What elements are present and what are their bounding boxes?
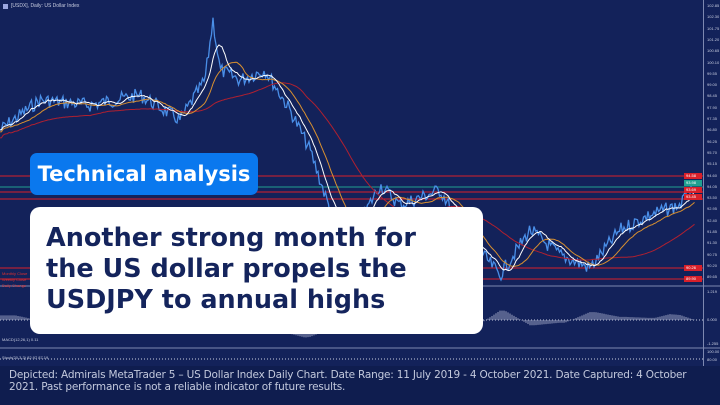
price-tick-label: 96.25 bbox=[707, 138, 718, 144]
price-tick-label: 95.70 bbox=[707, 149, 718, 155]
chart-icon bbox=[3, 3, 8, 9]
price-axis[interactable]: 1.219 0.000 -1.255 100.00 80.00 102.85 10… bbox=[703, 0, 720, 366]
price-tick-label: 101.20 bbox=[707, 36, 720, 42]
price-level-label: 93.98 bbox=[684, 180, 702, 186]
price-tick-label: 101.75 bbox=[707, 25, 720, 31]
price-tick-label: 97.90 bbox=[707, 104, 718, 110]
price-tick-label: 94.05 bbox=[707, 183, 718, 189]
price-level-label: 89.90 bbox=[684, 276, 702, 282]
price-tick-label: 100.65 bbox=[707, 48, 720, 54]
legend-monthly-close: Monthly Close bbox=[2, 271, 28, 276]
headline-line-1: Another strong month for bbox=[46, 223, 416, 253]
price-tick-label: 99.55 bbox=[707, 70, 718, 76]
stochastic-label: Stoch(20,3,3) 82.97 87.19 bbox=[2, 355, 49, 360]
price-level-label: 94.58 bbox=[684, 173, 702, 179]
legend-weekly-close: Weekly Close bbox=[2, 277, 27, 282]
chart-window-title: [USDX], Daily: US Dollar Index bbox=[3, 3, 79, 9]
stoch-mid-label: 80.00 bbox=[707, 357, 718, 362]
price-tick-label: 93.50 bbox=[707, 195, 718, 201]
price-tick-label: 102.30 bbox=[707, 14, 720, 20]
price-tick-label: 98.45 bbox=[707, 93, 718, 99]
stoch-top-label: 100.00 bbox=[707, 349, 720, 354]
price-tick-label: 90.20 bbox=[707, 262, 718, 268]
chart-title: [USDX], Daily: US Dollar Index bbox=[11, 3, 80, 9]
price-tick-label: 91.85 bbox=[707, 229, 718, 234]
price-tick-label: 96.80 bbox=[707, 127, 718, 133]
macd-zero-label: 0.000 bbox=[707, 317, 718, 322]
price-tick-label: 100.10 bbox=[707, 59, 720, 65]
headline-line-2: the US dollar propels the bbox=[46, 254, 407, 284]
headline-card: Another strong month for the US dollar p… bbox=[30, 207, 483, 334]
macd-bottom-label: -1.255 bbox=[707, 341, 719, 346]
macd-top-label: 1.219 bbox=[707, 289, 718, 294]
macd-label: MACD(12,26,1) 0.11 bbox=[2, 337, 39, 342]
price-tick-label: 99.00 bbox=[707, 82, 718, 88]
price-tick-label: 95.15 bbox=[707, 161, 718, 167]
price-tick-label: 92.95 bbox=[707, 206, 718, 212]
price-tick-label: 102.85 bbox=[707, 3, 720, 8]
category-badge: Technical analysis bbox=[30, 153, 258, 195]
price-tick-label: 90.75 bbox=[707, 251, 718, 257]
level-legend: Monthly Close Weekly Close Daily Change bbox=[2, 271, 27, 289]
image-caption: Depicted: Admirals MetaTrader 5 – US Dol… bbox=[9, 369, 687, 393]
price-level-label: 93.45 bbox=[684, 194, 702, 200]
legend-daily-change: Daily Change bbox=[2, 283, 27, 288]
price-tick-label: 89.65 bbox=[707, 274, 718, 280]
price-tick-label: 92.40 bbox=[707, 217, 718, 223]
price-tick-label: 94.60 bbox=[707, 172, 718, 178]
price-tick-label: 97.35 bbox=[707, 116, 718, 121]
headline-line-3: USDJPY to annual highs bbox=[46, 285, 386, 315]
price-level-label: 90.26 bbox=[684, 265, 702, 271]
price-tick-label: 91.30 bbox=[707, 240, 718, 246]
price-level-label: 93.69 bbox=[684, 187, 702, 193]
moving-average-slow bbox=[0, 82, 695, 261]
